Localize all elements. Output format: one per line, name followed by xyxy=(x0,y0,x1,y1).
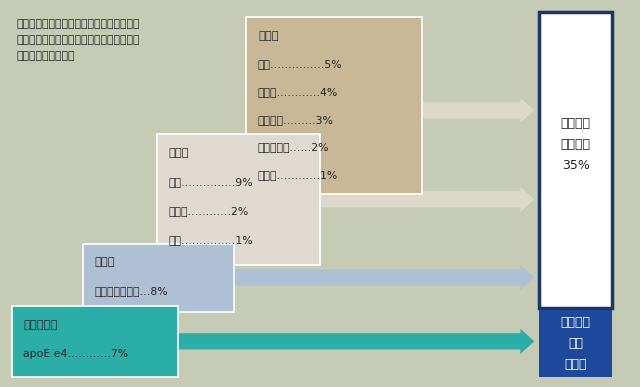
Text: 潜在的に
修正可能
35%: 潜在的に 修正可能 35% xyxy=(561,117,591,172)
Text: 高血圧…………2%: 高血圧…………2% xyxy=(168,206,248,216)
Text: 難聴……………9%: 難聴……………9% xyxy=(168,177,253,187)
FancyArrow shape xyxy=(178,329,534,354)
FancyBboxPatch shape xyxy=(539,12,612,308)
Text: 社会的孤立……2%: 社会的孤立……2% xyxy=(258,142,330,152)
FancyBboxPatch shape xyxy=(246,17,422,194)
Text: 中年期: 中年期 xyxy=(168,148,189,158)
Text: 糖尿病…………1%: 糖尿病…………1% xyxy=(258,170,338,180)
Text: 潜在的に
修正
不可能: 潜在的に 修正 不可能 xyxy=(561,316,591,371)
Text: 高齢期: 高齢期 xyxy=(258,31,278,41)
Text: 運動不足………3%: 運動不足………3% xyxy=(258,115,334,125)
Text: 遺伝的素因: 遺伝的素因 xyxy=(23,320,58,330)
FancyArrow shape xyxy=(422,98,534,123)
Text: 喫煙……………5%: 喫煙……………5% xyxy=(258,59,342,69)
FancyBboxPatch shape xyxy=(157,134,320,265)
FancyArrow shape xyxy=(320,187,534,212)
FancyBboxPatch shape xyxy=(12,306,178,377)
Text: 小児期: 小児期 xyxy=(95,257,115,267)
Text: 抑うつ…………4%: 抑うつ…………4% xyxy=(258,87,338,97)
Text: 数値は当該リスク因子が完全に排除された
場合に、認知症の発症をどの程度抑えるこ
とができるかを示す: 数値は当該リスク因子が完全に排除された 場合に、認知症の発症をどの程度抑えるこ … xyxy=(16,19,140,60)
FancyArrow shape xyxy=(234,265,534,290)
Text: 教育期間の短さ…8%: 教育期間の短さ…8% xyxy=(95,286,168,296)
FancyBboxPatch shape xyxy=(539,310,612,377)
Text: 肥満……………1%: 肥満……………1% xyxy=(168,235,253,245)
FancyBboxPatch shape xyxy=(83,244,234,312)
Text: apoE e4…………7%: apoE e4…………7% xyxy=(23,349,128,360)
